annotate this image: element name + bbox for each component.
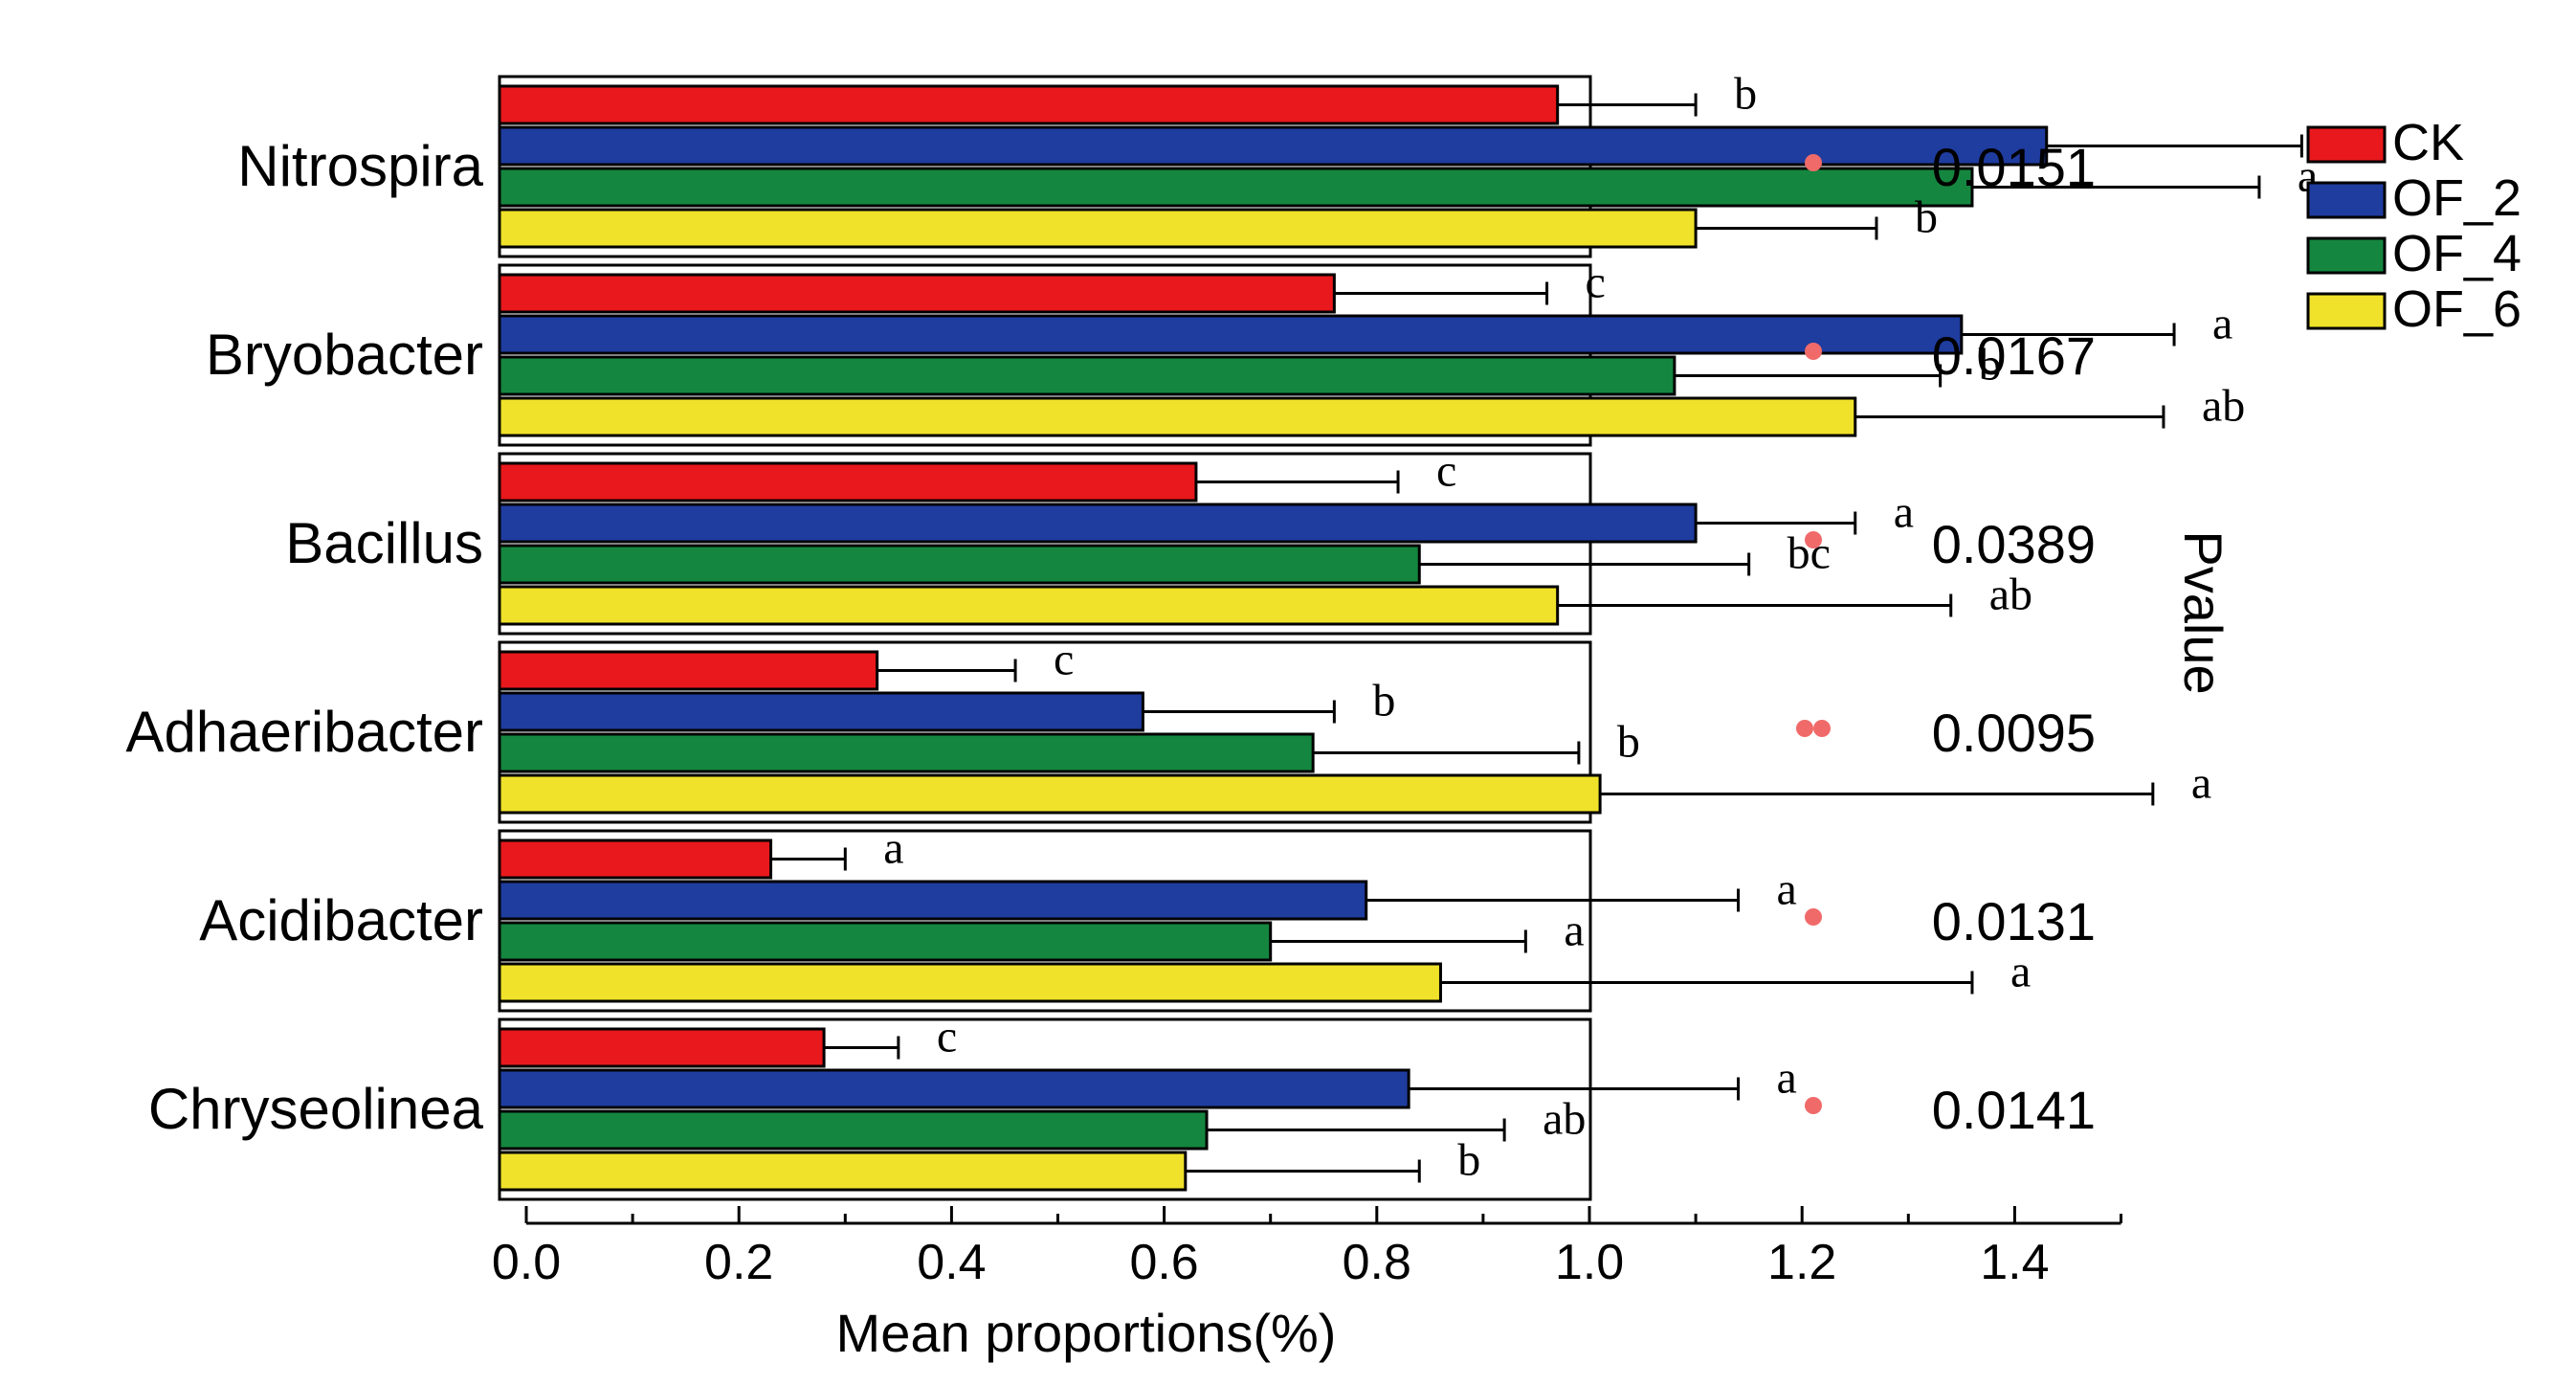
letter-adhaeribacter-of_2: b [1372, 676, 1395, 727]
letter-adhaeribacter-of_6: a [2191, 758, 2211, 809]
x-tick-label: 0.6 [1129, 1235, 1198, 1290]
pvalue-nitrospira: 0.0151 [1932, 137, 2096, 197]
category-label-bryobacter: Bryobacter [206, 323, 483, 387]
bar-acidibacter-of_6 [498, 962, 1442, 1003]
pvalue-bacillus: 0.0389 [1932, 514, 2096, 574]
x-axis: 0.0 0.2 0.4 0.6 0.8 1.0 1.2 1.4 [492, 1206, 2122, 1290]
bar-bacillus-of_6 [498, 585, 1560, 626]
bar-bacillus-of_2 [498, 503, 1698, 544]
pvalue-column: 0.0151 0.0167 0.0389 0.0095 0.0131 0.0141 [1796, 137, 2096, 1140]
letter-adhaeribacter-ck: c [1054, 635, 1074, 685]
letter-acidibacter-of_2: a [1777, 864, 1797, 915]
letter-adhaeribacter-of_4: b [1617, 717, 1640, 768]
group-frame-bryobacter [498, 263, 1592, 447]
x-tick-label: 0.4 [917, 1235, 986, 1290]
bar-acidibacter-ck [498, 838, 773, 880]
x-tick-label: 1.2 [1767, 1235, 1836, 1290]
pvalue-bryobacter: 0.0167 [1932, 325, 2096, 386]
bar-chryseolinea-of_6 [498, 1151, 1188, 1192]
letter-bacillus-of_6: ab [1989, 570, 2032, 620]
x-tick-label: 0.2 [704, 1235, 773, 1290]
bar-bryobacter-ck [498, 273, 1336, 314]
bar-chryseolinea-of_4 [498, 1109, 1209, 1151]
bar-chryseolinea-ck [498, 1027, 826, 1068]
category-label-acidibacter: Acidibacter [199, 888, 483, 952]
pvalue-axis-label: Pvalue [2173, 530, 2233, 694]
legend-label-ck: CK [2392, 114, 2464, 171]
bar-adhaeribacter-ck [498, 650, 879, 691]
letter-bryobacter-of_4: b [1979, 340, 2002, 391]
bar-nitrospira-of_2 [498, 125, 2049, 167]
bar-adhaeribacter-of_6 [498, 773, 1602, 815]
letter-bryobacter-ck: c [1586, 257, 1606, 308]
pvalue-chryseolinea: 0.0141 [1932, 1080, 2096, 1140]
letter-acidibacter-of_4: a [1564, 905, 1584, 956]
x-tick-label: 1.4 [1980, 1235, 2049, 1290]
bar-nitrospira-of_4 [498, 167, 1974, 208]
bar-bacillus-of_4 [498, 544, 1421, 585]
bar-bacillus-ck [498, 461, 1198, 503]
bar-bryobacter-of_6 [498, 396, 1857, 437]
legend-swatch-of_6 [2306, 292, 2387, 330]
category-labels: Nitrospira Bryobacter Bacillus Adhaeribacte… [125, 134, 483, 1141]
group-frame-nitrospira [498, 75, 1592, 258]
bars [498, 75, 2049, 1201]
significance-marker-adhaeribacter [1813, 720, 1831, 737]
letter-acidibacter-ck: a [883, 823, 903, 874]
letter-bacillus-of_2: a [1894, 487, 1914, 538]
group-frame-chryseolinea [498, 1017, 1592, 1201]
bar-acidibacter-of_2 [498, 880, 1368, 921]
letter-acidibacter-of_6: a [2010, 947, 2031, 997]
letter-chryseolinea-of_2: a [1777, 1053, 1797, 1104]
x-tick-label: 0.8 [1343, 1235, 1411, 1290]
bar-nitrospira-of_6 [498, 208, 1698, 249]
letter-bacillus-ck: c [1436, 446, 1456, 497]
significance-marker-adhaeribacter [1796, 720, 1813, 737]
bar-nitrospira-ck [498, 84, 1560, 125]
pvalue-adhaeribacter: 0.0095 [1932, 703, 2096, 763]
letter-bryobacter-of_2: a [2212, 299, 2232, 349]
significance-marker-bacillus [1805, 531, 1822, 548]
letter-bryobacter-of_6: ab [2202, 381, 2245, 432]
letter-nitrospira-of_6: b [1915, 192, 1938, 243]
category-label-bacillus: Bacillus [285, 511, 483, 575]
significance-marker-acidibacter [1805, 908, 1822, 926]
pvalue-acidibacter: 0.0131 [1932, 891, 2096, 951]
x-tick-label: 0.0 [492, 1235, 561, 1290]
legend-label-of_4: OF_4 [2392, 225, 2521, 282]
x-axis-label: Mean proportions(%) [836, 1303, 1337, 1363]
letter-chryseolinea-of_4: ab [1543, 1094, 1586, 1145]
significance-marker-bryobacter [1805, 343, 1822, 360]
error-bars [770, 93, 2303, 1183]
bar-acidibacter-of_4 [498, 921, 1273, 962]
bar-chryseolinea-of_2 [498, 1068, 1410, 1109]
bar-bryobacter-of_2 [498, 314, 1964, 355]
legend-label-of_6: OF_6 [2392, 280, 2521, 338]
bar-bryobacter-of_4 [498, 355, 1677, 396]
legend-swatch-of_2 [2306, 181, 2387, 219]
x-tick-label: 1.0 [1555, 1235, 1624, 1290]
group-frame-adhaeribacter [498, 640, 1592, 824]
group-frame-acidibacter [498, 829, 1592, 1013]
group-frame-bacillus [498, 452, 1592, 636]
category-label-chryseolinea: Chryseolinea [148, 1077, 484, 1141]
category-label-adhaeribacter: Adhaeribacter [125, 700, 483, 764]
bar-adhaeribacter-of_4 [498, 732, 1315, 773]
significance-marker-chryseolinea [1805, 1097, 1822, 1114]
bar-adhaeribacter-of_2 [498, 691, 1144, 732]
significance-marker-nitrospira [1805, 154, 1822, 171]
letter-nitrospira-ck: b [1734, 69, 1757, 120]
letter-chryseolinea-ck: c [937, 1012, 957, 1062]
legend-label-of_2: OF_2 [2392, 169, 2521, 227]
legend-swatch-of_4 [2306, 236, 2387, 275]
legend-swatch-ck [2306, 125, 2387, 164]
letter-chryseolinea-of_6: b [1457, 1135, 1480, 1186]
category-label-nitrospira: Nitrospira [237, 134, 483, 198]
